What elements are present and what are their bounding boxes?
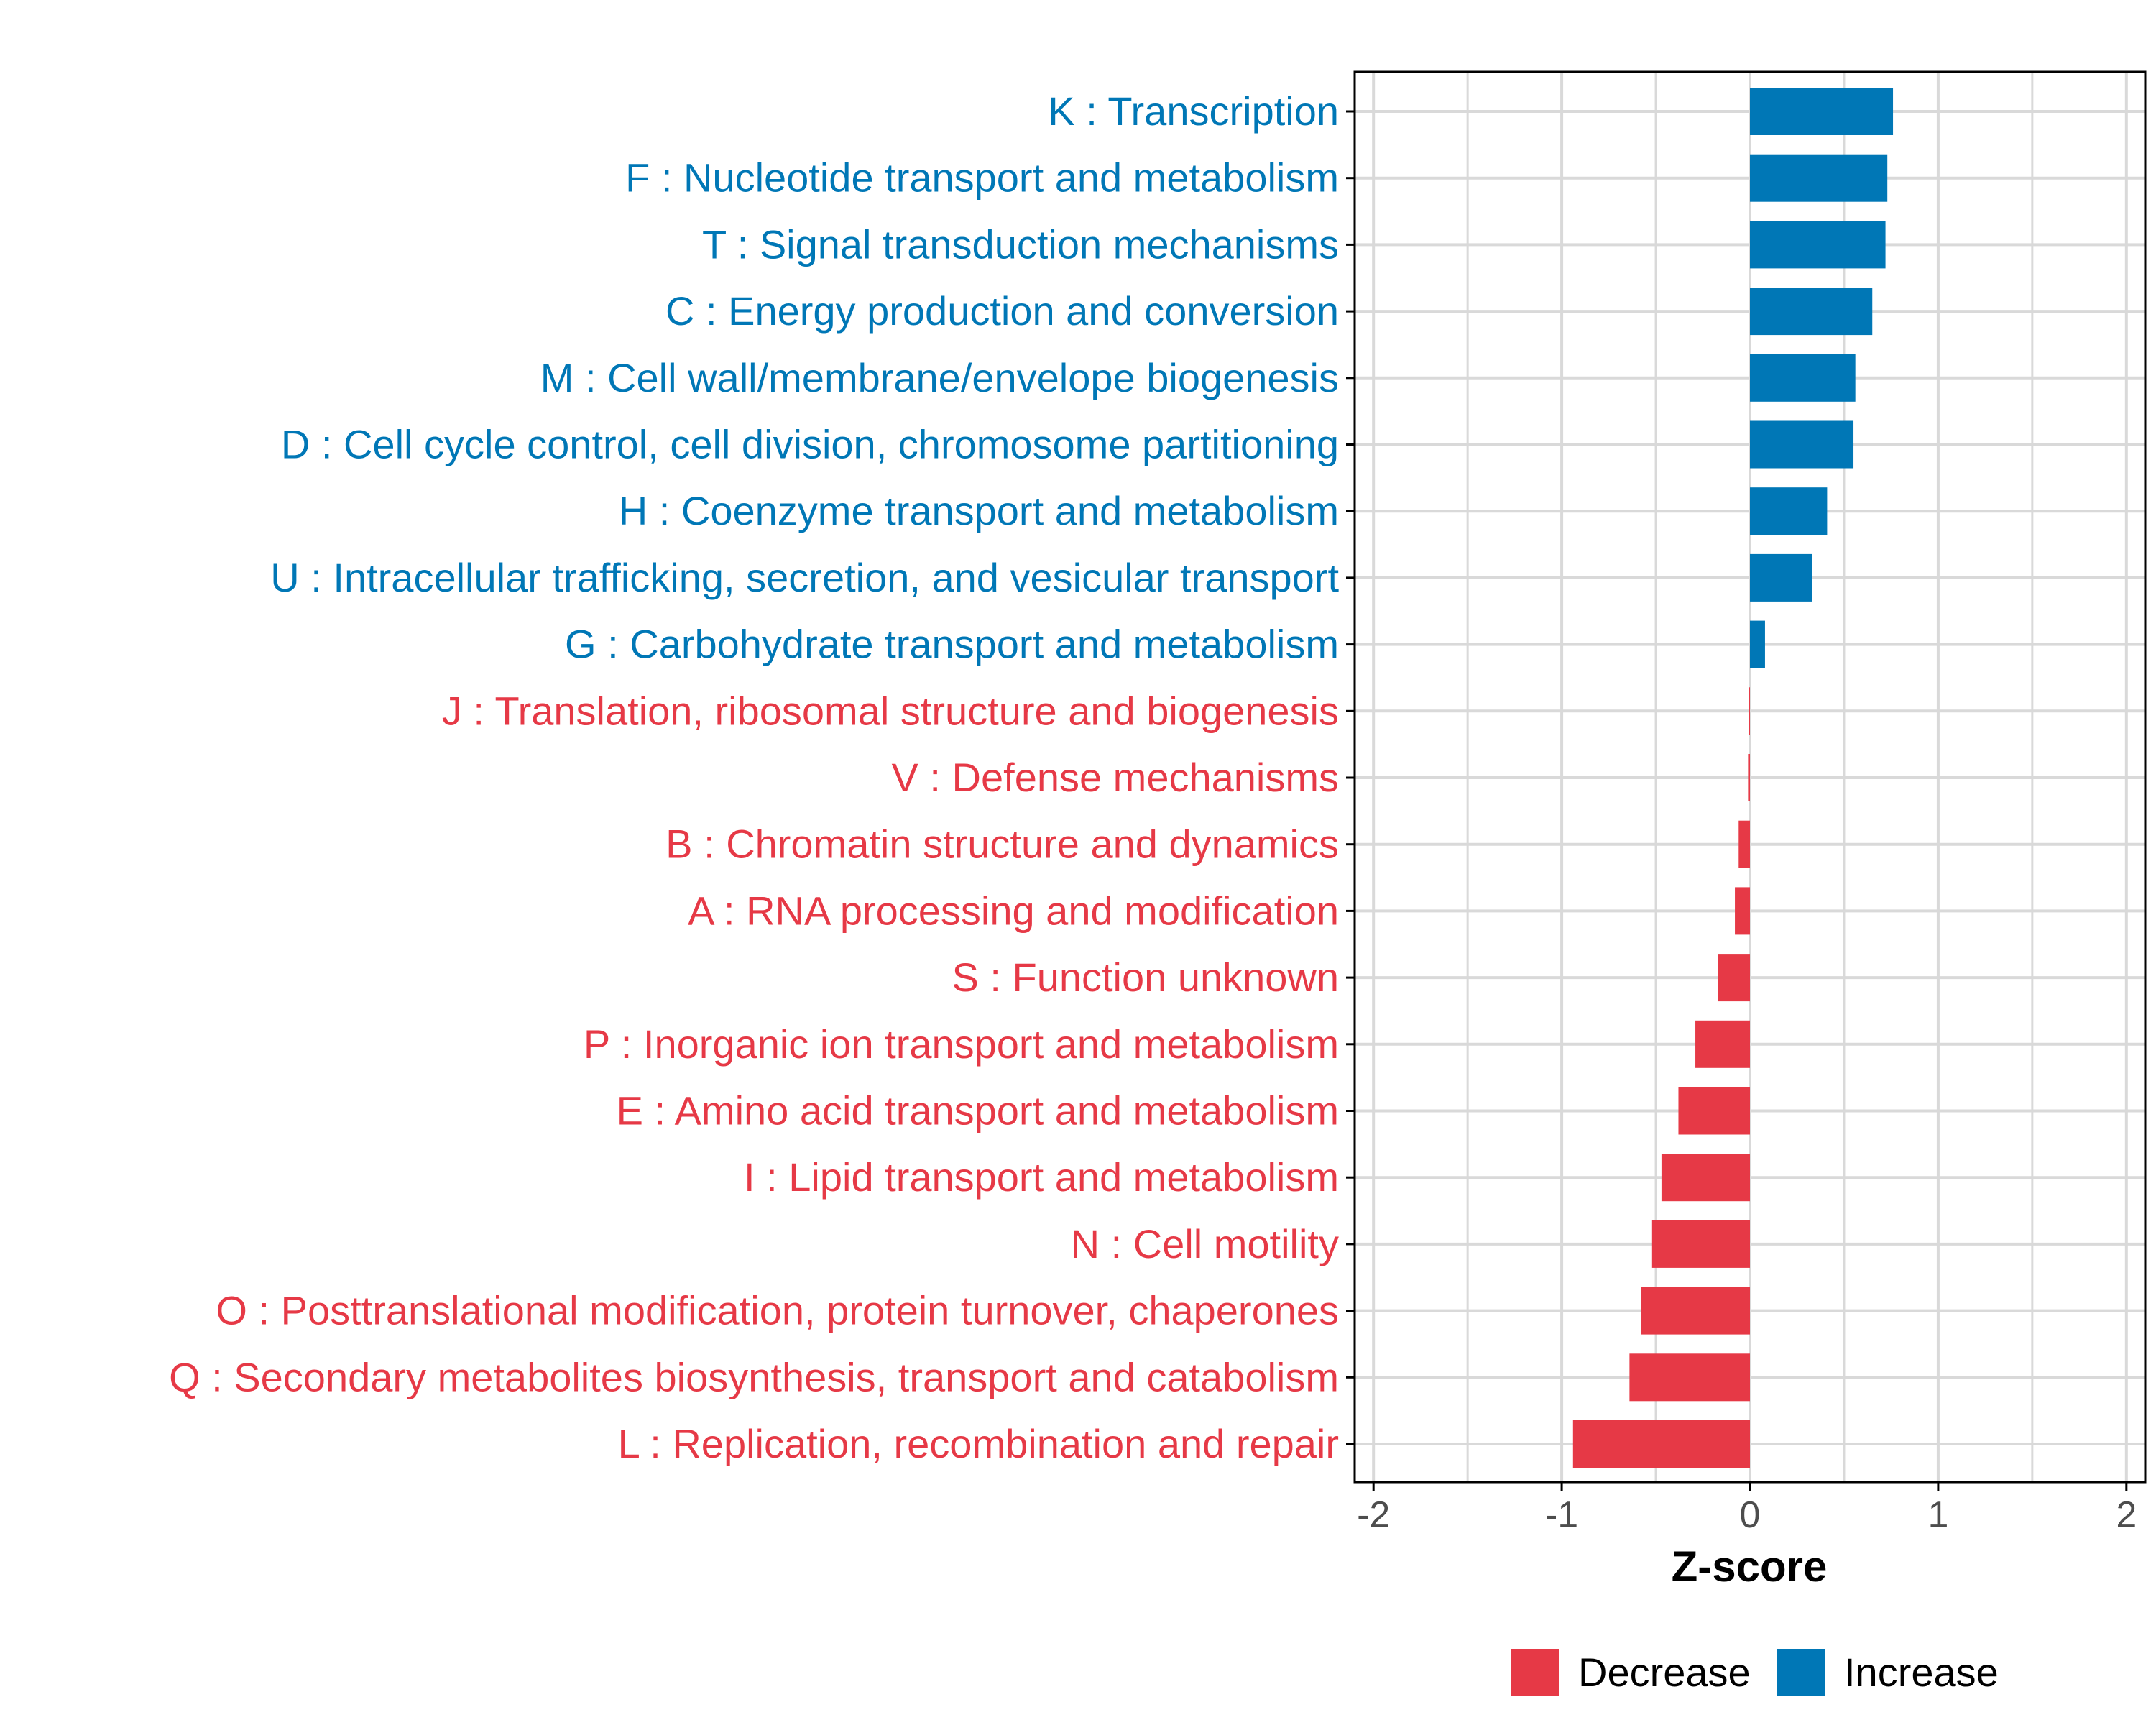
bar-v	[1748, 754, 1750, 801]
bar-a	[1735, 887, 1750, 935]
bar-n	[1651, 1220, 1750, 1268]
y-axis-ticks: K : Transcription F : Nucleotide transpor…	[169, 88, 1355, 1466]
y-tick-label-q: Q : Secondary metabolites biosynthesis, …	[169, 1354, 1339, 1399]
x-tick-label: 2	[2116, 1494, 2137, 1536]
x-tick-label: 0	[1740, 1494, 1761, 1536]
x-axis-title: Z-score	[1672, 1542, 1828, 1591]
y-tick-label-h: H : Coenzyme transport and metabolism	[619, 488, 1339, 533]
y-tick-label-c: C : Energy production and conversion	[665, 288, 1339, 334]
bar-u	[1750, 553, 1812, 602]
bar-h	[1750, 487, 1828, 535]
legend-label-increase: Increase	[1844, 1650, 1999, 1695]
y-tick-label-f: F : Nucleotide transport and metabolism	[625, 155, 1339, 201]
bar-g	[1750, 620, 1765, 668]
bar-o	[1641, 1287, 1750, 1335]
y-tick-label-i: I : Lipid transport and metabolism	[744, 1154, 1339, 1200]
y-tick-label-m: M : Cell wall/membrane/envelope biogenes…	[540, 355, 1339, 400]
bar-l	[1572, 1420, 1750, 1468]
legend-key-decrease	[1511, 1649, 1559, 1696]
bar-q	[1629, 1353, 1750, 1402]
bar-e	[1678, 1087, 1750, 1135]
bar-k	[1750, 88, 1894, 135]
bar-i	[1661, 1154, 1750, 1202]
y-tick-label-o: O : Posttranslational modification, prot…	[216, 1288, 1339, 1333]
bar-d	[1750, 420, 1854, 469]
y-tick-label-u: U : Intracellular trafficking, secretion…	[270, 555, 1339, 600]
y-tick-label-a: A : RNA processing and modification	[688, 888, 1339, 933]
y-tick-label-l: L : Replication, recombination and repai…	[618, 1421, 1339, 1466]
legend-key-increase	[1777, 1649, 1825, 1696]
bar-m	[1750, 354, 1856, 402]
bar-p	[1695, 1020, 1750, 1068]
bar-b	[1738, 820, 1750, 868]
bar-f	[1750, 154, 1888, 202]
y-tick-label-k: K : Transcription	[1048, 88, 1339, 134]
y-tick-label-b: B : Chromatin structure and dynamics	[665, 822, 1339, 867]
legend: Decrease Increase	[1511, 1649, 1999, 1696]
x-tick-label: 1	[1927, 1494, 1948, 1536]
y-tick-label-v: V : Defense mechanisms	[892, 755, 1339, 800]
legend-label-decrease: Decrease	[1578, 1650, 1751, 1695]
y-tick-label-g: G : Carbohydrate transport and metabolis…	[565, 622, 1339, 667]
y-tick-label-j: J : Translation, ribosomal structure and…	[442, 688, 1339, 733]
bars	[1572, 88, 1894, 1468]
x-axis-ticks: -2 -1 0 1 2	[1357, 1482, 2137, 1536]
y-tick-label-e: E : Amino acid transport and metabolism	[617, 1088, 1339, 1133]
y-tick-label-d: D : Cell cycle control, cell division, c…	[281, 422, 1339, 467]
y-tick-label-s: S : Function unknown	[952, 954, 1339, 1000]
bar-j	[1749, 687, 1750, 735]
bar-t	[1750, 221, 1886, 269]
y-tick-label-t: T : Signal transduction mechanisms	[702, 221, 1339, 267]
x-tick-label: -2	[1357, 1494, 1390, 1536]
bar-s	[1718, 954, 1750, 1002]
y-tick-label-p: P : Inorganic ion transport and metaboli…	[584, 1021, 1339, 1067]
y-tick-label-n: N : Cell motility	[1071, 1221, 1339, 1266]
bar-c	[1750, 288, 1873, 336]
x-tick-label: -1	[1545, 1494, 1578, 1536]
